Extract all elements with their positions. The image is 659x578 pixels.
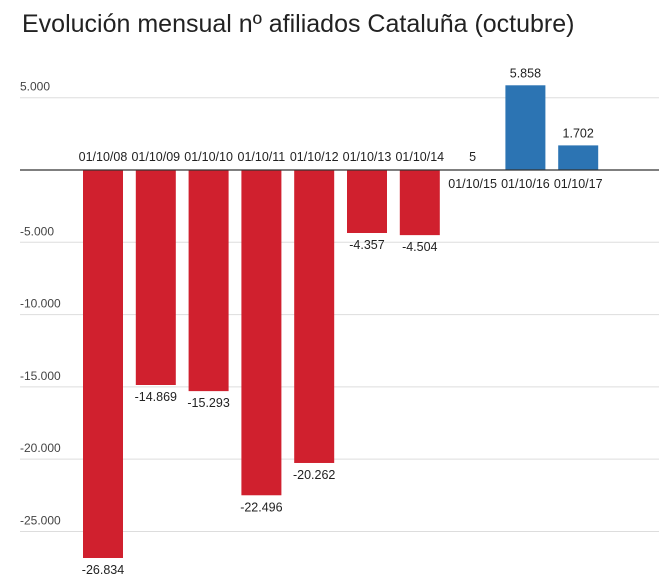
data-label: -4.357 — [349, 238, 384, 252]
y-tick-label: -5.000 — [20, 224, 54, 238]
x-category-label: 01/10/09 — [131, 150, 180, 164]
bar — [241, 170, 282, 496]
grid-lines — [20, 97, 659, 532]
data-label: -14.869 — [135, 390, 177, 404]
y-tick-label: -10.000 — [20, 297, 61, 311]
x-category-label: 01/10/11 — [238, 150, 286, 164]
y-tick-label: 5.000 — [20, 80, 50, 94]
data-label: 1.702 — [563, 126, 594, 140]
y-tick-label: -15.000 — [20, 369, 61, 383]
x-category-label: 01/10/17 — [554, 177, 603, 191]
x-category-label: 01/10/08 — [79, 150, 128, 164]
labels: 5.000 -5.000 -10.000 -15.000 -20.000 -25.000 0… — [20, 66, 603, 577]
x-category-label: 01/10/16 — [501, 177, 550, 191]
bar — [83, 170, 123, 558]
bar — [558, 145, 599, 170]
y-tick-label: -20.000 — [20, 441, 61, 455]
data-label: -4.504 — [402, 240, 437, 254]
x-category-label: 01/10/13 — [343, 150, 392, 164]
bars — [83, 85, 599, 558]
bar — [188, 170, 229, 392]
bar — [135, 170, 176, 385]
bar — [294, 170, 335, 463]
bar — [505, 85, 546, 170]
y-tick-label: -25.000 — [20, 513, 61, 527]
data-label: -20.262 — [293, 468, 335, 482]
bar — [347, 170, 387, 233]
data-label: -22.496 — [240, 500, 282, 514]
x-category-label: 01/10/12 — [290, 150, 339, 164]
data-label: 5.858 — [510, 66, 541, 80]
chart-title: Evolución mensual nº afiliados Cataluña … — [22, 10, 575, 38]
bar — [399, 170, 440, 236]
data-label: -15.293 — [187, 396, 229, 410]
data-label: 5 — [469, 150, 476, 164]
x-category-label: 01/10/10 — [184, 150, 233, 164]
x-category-label: 01/10/15 — [448, 177, 497, 191]
x-category-label: 01/10/14 — [395, 150, 444, 164]
data-label: -26.834 — [82, 563, 124, 577]
